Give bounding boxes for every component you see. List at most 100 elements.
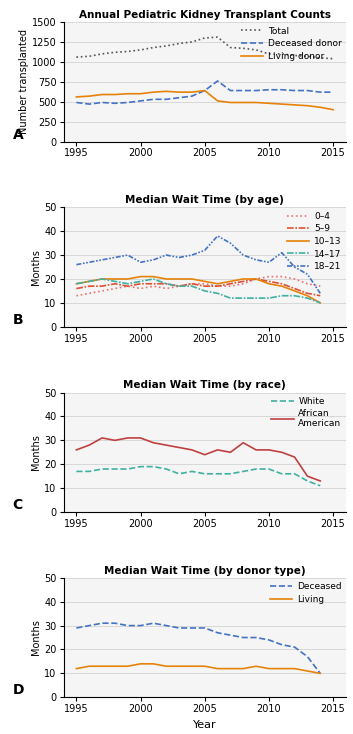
- African
American: [164, 440, 168, 449]
- Line: Living donor: Living donor: [76, 90, 333, 109]
- African
American: [254, 446, 258, 454]
- 10–13: [293, 286, 297, 295]
- African
American: [228, 448, 233, 457]
- Text: B: B: [13, 313, 23, 327]
- 5–9: [74, 284, 78, 293]
- Legend: Deceased, Living: Deceased, Living: [270, 582, 341, 604]
- 10–13: [190, 275, 194, 283]
- Total: [74, 53, 78, 62]
- 5–9: [203, 282, 207, 291]
- Text: D: D: [13, 683, 24, 697]
- Deceased donor: [267, 85, 271, 94]
- Deceased: [190, 624, 194, 633]
- Text: C: C: [13, 498, 23, 512]
- Living: [280, 664, 284, 673]
- 18–21: [177, 253, 181, 262]
- 10–13: [138, 272, 143, 281]
- Living donor: [177, 88, 181, 97]
- Total: [151, 43, 156, 52]
- White: [74, 467, 78, 476]
- Living donor: [126, 90, 130, 98]
- 10–13: [126, 275, 130, 283]
- Living donor: [74, 92, 78, 101]
- Living: [177, 662, 181, 671]
- 0–4: [113, 284, 117, 293]
- 0–4: [164, 284, 168, 293]
- 18–21: [74, 261, 78, 269]
- Deceased donor: [280, 85, 284, 94]
- 5–9: [126, 282, 130, 291]
- Line: Deceased donor: Deceased donor: [76, 81, 333, 104]
- African
American: [267, 446, 271, 454]
- African
American: [203, 450, 207, 459]
- 0–4: [215, 282, 220, 291]
- White: [87, 467, 91, 476]
- 0–4: [203, 280, 207, 288]
- 18–21: [228, 239, 233, 247]
- African
American: [305, 472, 310, 481]
- Line: 0–4: 0–4: [76, 277, 320, 296]
- Living: [113, 662, 117, 671]
- Living: [100, 662, 104, 671]
- 5–9: [113, 280, 117, 288]
- X-axis label: Year: Year: [193, 720, 216, 730]
- Living donor: [164, 87, 168, 95]
- White: [190, 467, 194, 476]
- Living donor: [318, 103, 322, 112]
- Deceased donor: [215, 76, 220, 85]
- 14–17: [126, 280, 130, 288]
- 10–13: [254, 275, 258, 283]
- Total: [267, 49, 271, 58]
- Deceased: [100, 619, 104, 628]
- Deceased donor: [190, 92, 194, 101]
- Total: [228, 43, 233, 52]
- White: [203, 470, 207, 479]
- 18–21: [318, 289, 322, 298]
- 14–17: [203, 286, 207, 295]
- 0–4: [177, 282, 181, 291]
- 14–17: [254, 294, 258, 302]
- Deceased donor: [126, 98, 130, 107]
- 10–13: [100, 275, 104, 283]
- African
American: [74, 446, 78, 454]
- Total: [87, 52, 91, 61]
- 18–21: [87, 258, 91, 266]
- Deceased donor: [164, 95, 168, 103]
- Living donor: [305, 101, 310, 110]
- Deceased donor: [74, 98, 78, 107]
- Line: Deceased: Deceased: [76, 623, 320, 673]
- 5–9: [241, 277, 245, 286]
- Y-axis label: Months: Months: [31, 249, 41, 285]
- 5–9: [318, 291, 322, 300]
- 0–4: [293, 275, 297, 283]
- Total: [203, 34, 207, 43]
- Text: A: A: [13, 128, 23, 142]
- Deceased donor: [254, 86, 258, 95]
- Line: 10–13: 10–13: [76, 277, 320, 303]
- 10–13: [228, 277, 233, 286]
- 5–9: [228, 280, 233, 288]
- African
American: [113, 436, 117, 445]
- 5–9: [190, 280, 194, 288]
- Living: [215, 664, 220, 673]
- Living donor: [100, 90, 104, 99]
- Living: [228, 664, 233, 673]
- African
American: [215, 446, 220, 454]
- Living donor: [151, 88, 156, 97]
- 14–17: [241, 294, 245, 302]
- Deceased donor: [177, 93, 181, 102]
- 0–4: [190, 280, 194, 288]
- Living: [138, 659, 143, 668]
- Y-axis label: Number transplanted: Number transplanted: [19, 29, 29, 134]
- 10–13: [215, 280, 220, 288]
- African
American: [177, 443, 181, 452]
- Total: [138, 46, 143, 54]
- Total: [318, 54, 322, 62]
- White: [318, 482, 322, 490]
- Living: [126, 662, 130, 671]
- White: [228, 470, 233, 479]
- Living donor: [138, 90, 143, 98]
- White: [113, 465, 117, 473]
- White: [305, 476, 310, 485]
- Title: Median Wait Time (by race): Median Wait Time (by race): [123, 380, 286, 390]
